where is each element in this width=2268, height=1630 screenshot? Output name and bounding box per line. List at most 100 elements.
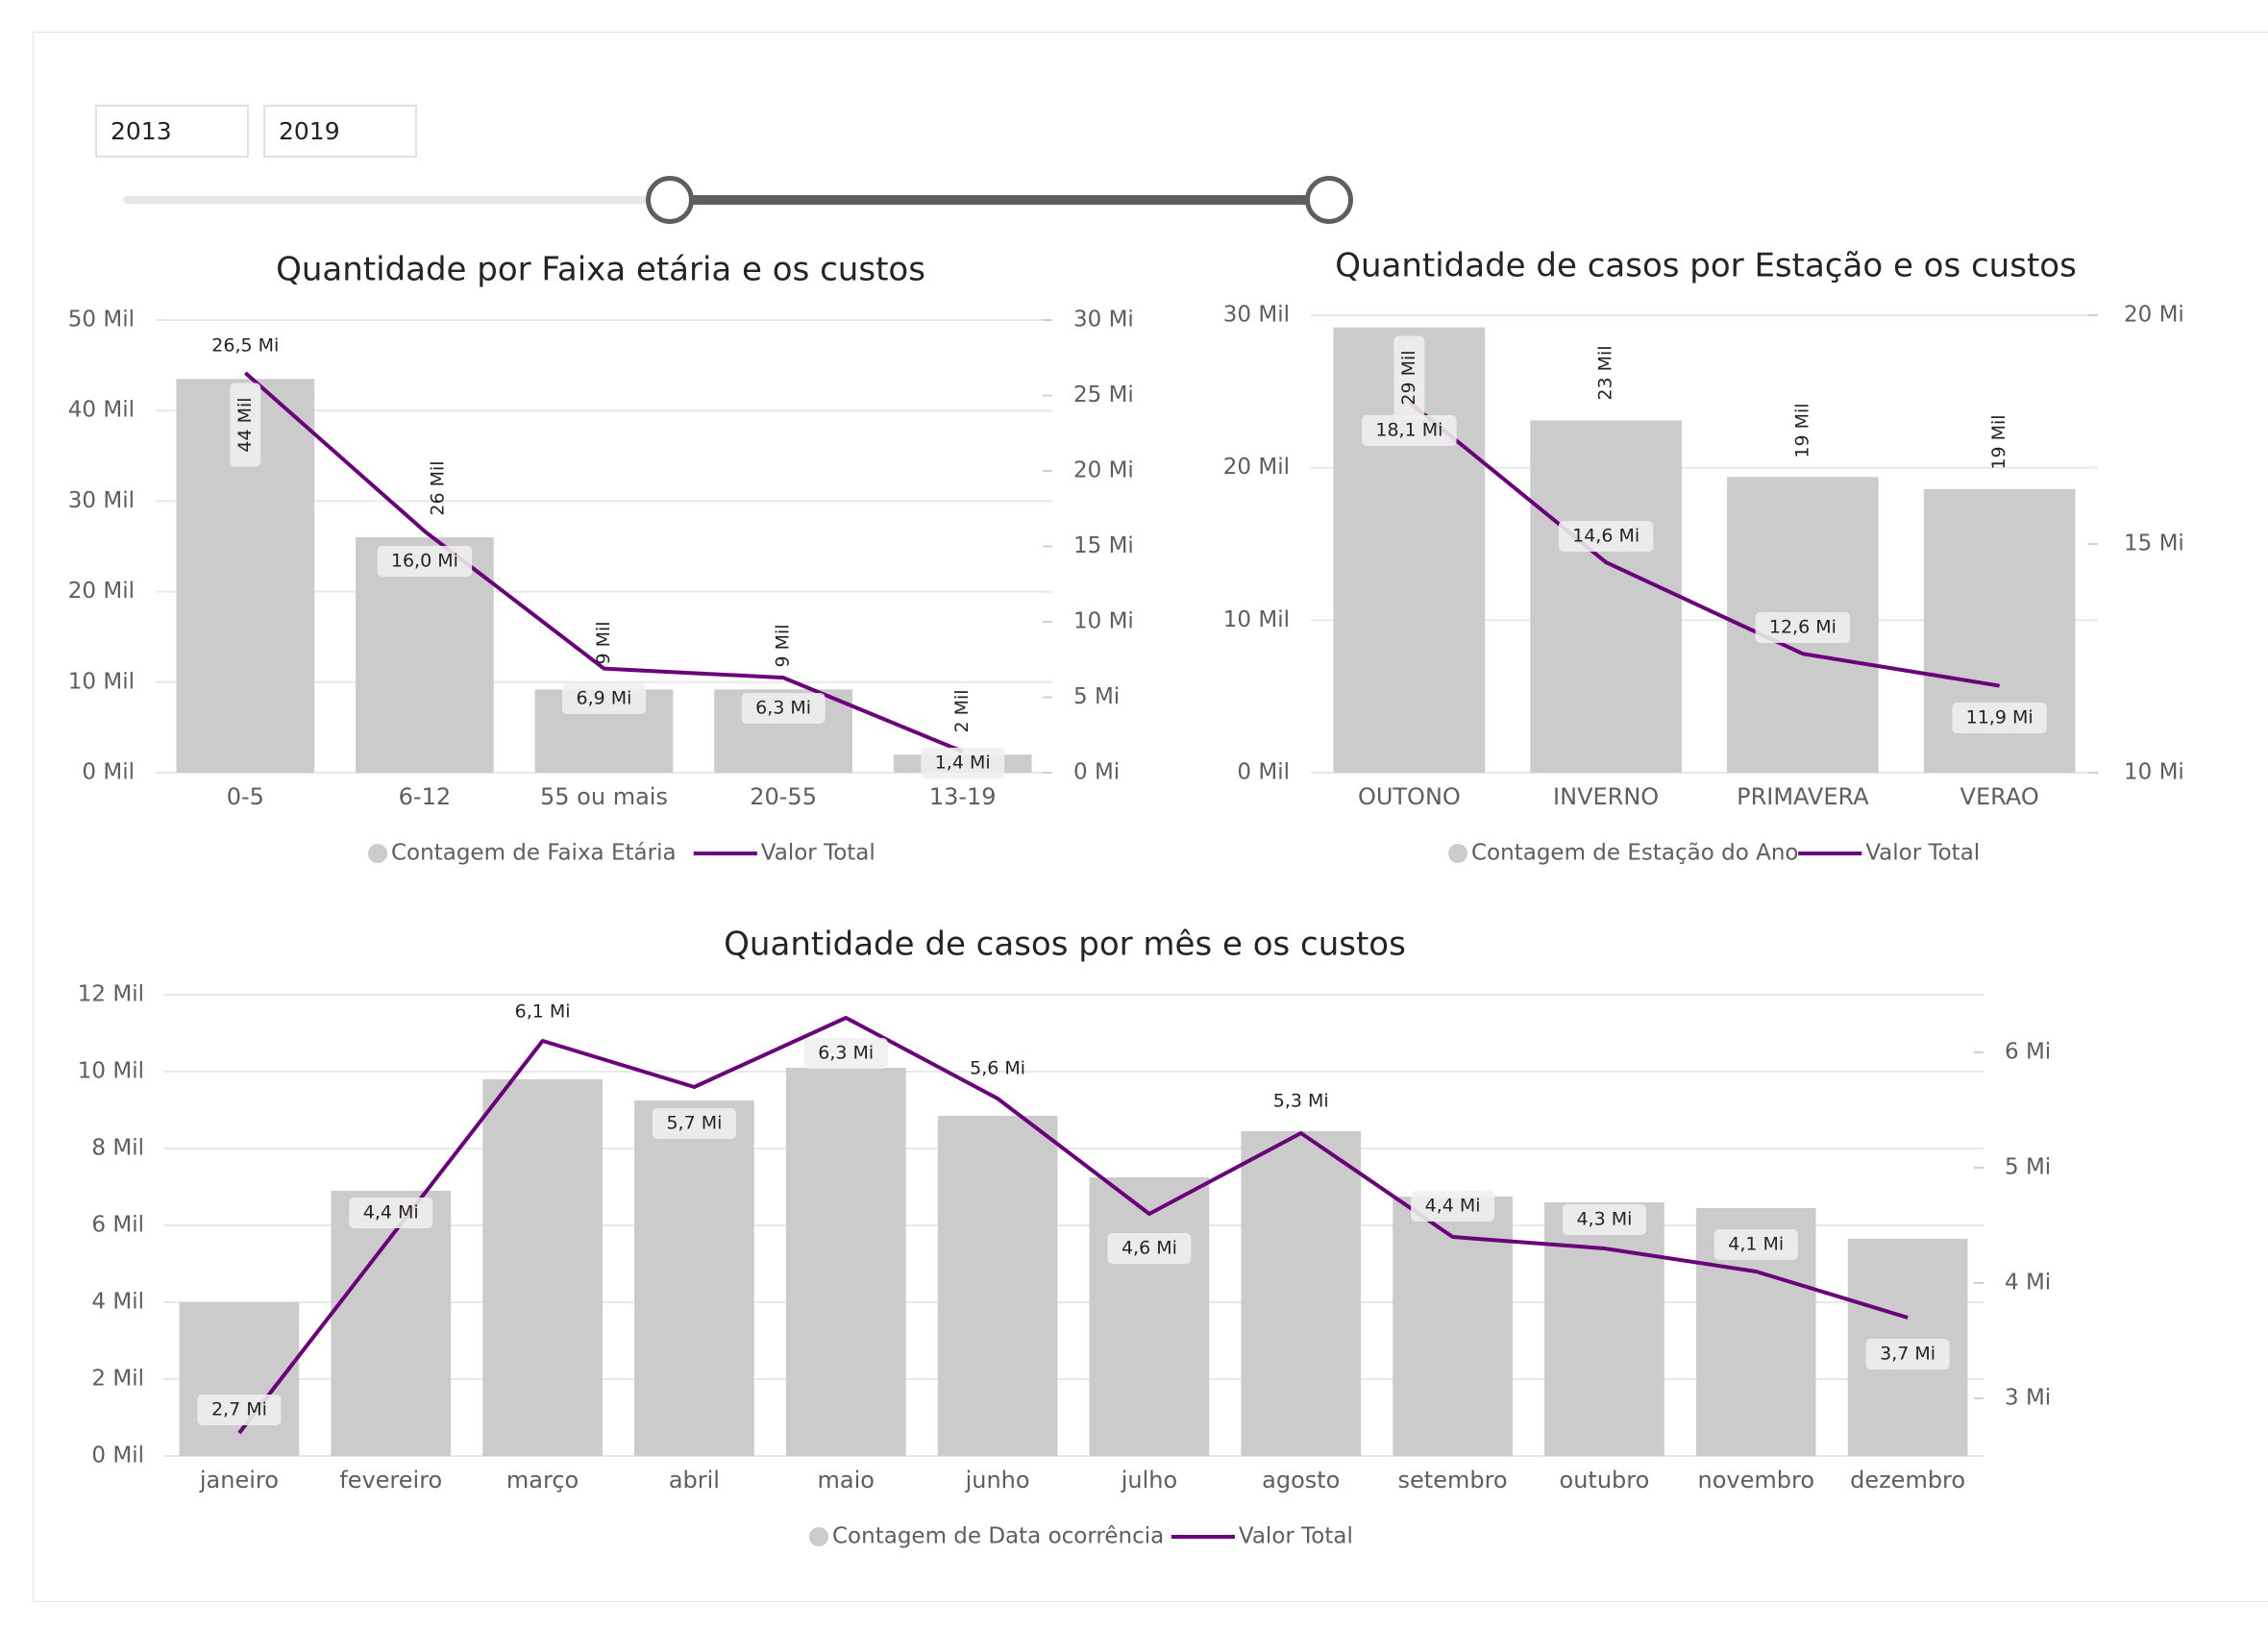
right-axis-tick: 20 Mi xyxy=(2124,303,2184,328)
line-data-label-text: 4,4 Mi xyxy=(363,1202,419,1223)
category-label: maio xyxy=(818,1467,875,1494)
line-data-label-text: 4,4 Mi xyxy=(1425,1196,1481,1217)
right-axis-tick: 0 Mi xyxy=(1073,760,1120,785)
line-data-label-text: 6,9 Mi xyxy=(577,688,632,709)
category-label: outubro xyxy=(1560,1467,1650,1494)
line-data-label: 16,0 Mi xyxy=(377,546,473,577)
left-axis-tick: 2 Mil xyxy=(91,1367,144,1392)
line-data-label-text: 6,3 Mi xyxy=(818,1043,874,1064)
line-data-label: 26,5 Mi xyxy=(211,335,279,357)
bar xyxy=(634,1100,754,1456)
legend-bar-swatch xyxy=(809,1527,828,1546)
bar xyxy=(482,1079,603,1456)
line-data-label-bg xyxy=(921,748,1005,778)
category-label: novembro xyxy=(1698,1467,1815,1494)
line-data-label-bg xyxy=(349,1198,433,1228)
category-label: 13-19 xyxy=(929,783,997,810)
line-data-label: 4,1 Mi xyxy=(1713,1229,1798,1260)
line-data-label: 6,3 Mi xyxy=(803,1038,888,1069)
line-data-label-text: 4,3 Mi xyxy=(1576,1209,1632,1230)
bar-data-label-text: 29 Mil xyxy=(1398,350,1419,405)
line-data-label: 6,3 Mi xyxy=(741,693,826,724)
line-data-label-bg xyxy=(197,1395,282,1425)
bar xyxy=(1241,1131,1362,1456)
legend-bar-label: Contagem de Data ocorrência xyxy=(832,1524,1164,1549)
category-label: abril xyxy=(669,1467,720,1494)
line-data-label-bg xyxy=(1107,1233,1192,1264)
line-data-label: 12,6 Mi xyxy=(1755,612,1851,643)
right-axis-tick: 15 Mi xyxy=(1073,533,1134,558)
right-axis-tick: 25 Mi xyxy=(1073,383,1134,408)
bar-data-label: 9 Mil xyxy=(593,621,614,664)
bar-data-label: 19 Mil xyxy=(1791,403,1812,457)
category-label: 55 ou mais xyxy=(540,783,668,810)
line-data-label-bg xyxy=(1411,1191,1495,1222)
bar-data-label: 9 Mil xyxy=(773,624,794,667)
left-axis-tick: 8 Mil xyxy=(91,1136,144,1161)
category-label: fevereiro xyxy=(339,1467,442,1494)
line-data-label: 2,7 Mi xyxy=(197,1395,282,1425)
left-axis-tick: 20 Mil xyxy=(1223,455,1290,480)
legend-line-label: Valor Total xyxy=(1239,1524,1353,1549)
left-axis-tick: 4 Mil xyxy=(91,1290,144,1315)
legend: Contagem de Estação do Ano Valor Total xyxy=(1448,841,1980,866)
bar-data-label-text: 44 Mil xyxy=(234,397,256,452)
line-series xyxy=(1408,400,2000,688)
slider-start-handle[interactable] xyxy=(646,176,694,224)
right-axis-tick: 15 Mi xyxy=(2124,531,2184,556)
bar-data-label-bg xyxy=(230,383,261,467)
line-data-label-bg xyxy=(741,693,826,724)
line-data-label-bg xyxy=(1713,1229,1798,1260)
line-data-label: 4,4 Mi xyxy=(1411,1191,1495,1222)
slider-end-handle[interactable] xyxy=(1305,176,1353,224)
left-axis-tick: 50 Mil xyxy=(68,308,135,333)
bar-data-label: 19 Mil xyxy=(1988,414,2009,469)
line-data-label-bg xyxy=(1865,1339,1950,1370)
line-data-label: 11,9 Mi xyxy=(1952,703,2047,733)
left-axis-tick: 30 Mil xyxy=(68,488,135,513)
line-data-label-text: 12,6 Mi xyxy=(1769,617,1837,638)
line-data-label: 6,9 Mi xyxy=(562,683,646,714)
line-data-label-bg xyxy=(652,1108,736,1139)
legend-line-label: Valor Total xyxy=(1865,841,1980,866)
left-axis-tick: 0 Mil xyxy=(1237,760,1290,785)
line-data-label: 4,6 Mi xyxy=(1107,1233,1192,1264)
left-axis-tick: 0 Mil xyxy=(91,1444,144,1469)
bar-data-label-bg xyxy=(1393,335,1425,420)
start-year-input[interactable]: 2013 xyxy=(95,105,249,158)
line-data-label-bg xyxy=(1952,703,2047,733)
end-year-input[interactable]: 2019 xyxy=(263,105,417,158)
line-data-label-bg xyxy=(562,683,646,714)
line-data-label: 3,7 Mi xyxy=(1865,1339,1950,1370)
line-data-label: 4,4 Mi xyxy=(349,1198,433,1228)
legend-bar-swatch xyxy=(368,844,387,863)
line-data-label-bg xyxy=(1362,415,1457,446)
right-axis-tick: 6 Mi xyxy=(2005,1040,2051,1065)
left-axis-tick: 30 Mil xyxy=(1223,303,1290,328)
category-label: março xyxy=(506,1467,579,1494)
line-data-label: 6,1 Mi xyxy=(515,1001,571,1023)
category-label: INVERNO xyxy=(1553,783,1659,810)
category-label: VERAO xyxy=(1960,783,2039,810)
legend-bar-swatch xyxy=(1448,844,1467,863)
combo-chart-3: Quantidade de casos por mês e os custos 0… xyxy=(78,926,2051,1549)
bar-data-label: 29 Mil xyxy=(1393,335,1425,420)
line-data-label-text: 5,7 Mi xyxy=(666,1113,722,1134)
line-series xyxy=(243,371,964,753)
bar xyxy=(331,1191,452,1456)
line-data-label-text: 6,3 Mi xyxy=(755,698,811,719)
line-data-label-bg xyxy=(803,1038,888,1069)
line-data-label-text: 1,4 Mi xyxy=(935,753,991,774)
left-axis-tick: 10 Mil xyxy=(1223,607,1290,632)
bar-data-label: 26 Mil xyxy=(427,460,448,515)
line-series xyxy=(237,1016,1909,1435)
right-axis-tick: 5 Mi xyxy=(1073,684,1120,709)
line-data-label: 14,6 Mi xyxy=(1558,521,1654,552)
combo-chart-1: Quantidade por Faixa etária e os custos 0… xyxy=(68,251,1134,866)
line-data-label-text: 2,7 Mi xyxy=(211,1399,267,1420)
category-label: PRIMAVERA xyxy=(1737,783,1869,810)
category-label: OUTONO xyxy=(1358,783,1461,810)
bar xyxy=(1530,420,1682,773)
category-label: setembro xyxy=(1398,1467,1508,1494)
line-data-label-text: 14,6 Mi xyxy=(1572,526,1639,547)
